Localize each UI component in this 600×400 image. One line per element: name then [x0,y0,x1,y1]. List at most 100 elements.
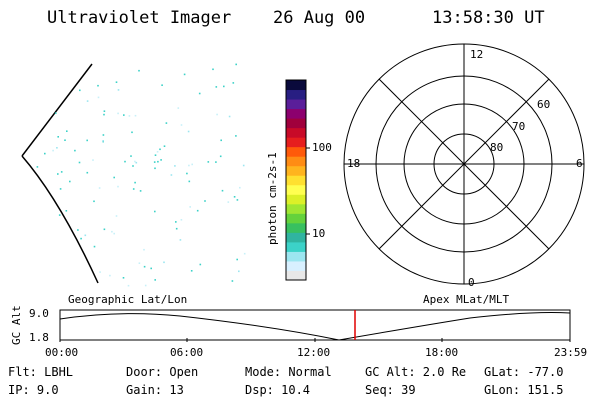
pixel-dot [117,185,119,188]
pixel-dot [69,180,71,183]
pixel-dot [188,180,191,183]
colorbar-swatch [286,146,306,157]
pixel-dot [233,196,236,198]
colorbar-swatch [286,194,306,205]
pixel-dot [103,113,105,116]
colorbar-swatch [286,175,306,186]
lat-label-60: 60 [537,98,551,111]
pixel-dot [198,92,201,95]
pixel-dot [130,155,132,157]
pixel-dot [132,188,135,190]
pixel-dot [219,155,222,158]
pixel-dot [179,239,182,241]
pixel-dot [102,134,105,136]
colorbar-swatch [286,156,306,167]
earth-limb-lower [21,155,99,284]
colorbar-swatch [286,89,306,100]
pixel-dot [191,163,193,166]
pixel-dot [128,115,131,117]
pixel-dot [231,280,234,282]
pixel-dot [44,152,46,155]
timeline-y-tick-9: 9.0 [29,307,49,320]
pixel-dot [180,124,183,126]
pixel-dot [65,210,68,212]
pixel-dot [64,139,66,141]
pixel-dot [160,159,162,161]
mlt-label-12: 12 [470,48,484,61]
pixel-dot [232,82,235,84]
pixel-dot [97,84,99,87]
x-tick-18: 18:00 [425,346,459,359]
pixel-dot [60,171,63,173]
pixel-dot [124,160,126,163]
info-glon: GLon: 151.5 [484,383,564,397]
pixel-dot [239,186,241,189]
pixel-dot [57,173,59,175]
pixel-dot [134,181,136,184]
pixel-dot [115,81,118,83]
pixel-dot [235,63,237,66]
pixel-dot [159,148,161,151]
pixel-dot [77,229,79,231]
pixel-dot [174,165,176,167]
lat-label-70: 70 [512,120,526,133]
x-tick-2359: 23:59 [554,346,588,359]
colorbar-swatch [286,99,306,110]
pixel-dot [188,164,190,167]
pixel-dot [66,130,68,132]
pixel-dot [103,228,106,231]
pixel-dot [163,261,165,264]
pixel-dot [175,227,178,230]
colorbar-tick-100: 100 [312,141,332,154]
x-tick-06: 06:00 [170,346,204,359]
pixel-dot [139,190,142,192]
info-ip: IP: 9.0 [8,383,59,397]
pixel-dot [102,140,104,142]
pixel-dot [113,176,115,179]
pixel-dot [153,161,156,163]
pixel-dot [117,112,119,115]
pixel-dot [135,161,138,164]
info-seq: Seq: 39 [365,383,416,397]
pixel-dot [86,139,88,142]
sparse-pixel-dots [36,63,246,287]
pixel-dot [170,174,173,176]
colorbar-swatch [286,127,306,138]
mlt-label-0: 0 [468,276,475,289]
pixel-dot [115,215,118,217]
pixel-dot [103,110,106,112]
colorbar-swatch [286,184,306,195]
pixel-dot [165,122,168,124]
pixel-dot [138,262,141,264]
pixel-dot [138,69,140,72]
pixel-dot [127,284,130,287]
pixel-dot [163,145,166,147]
pixel-dot [93,245,96,248]
pixel-dot [154,167,156,170]
info-gcalt: GC Alt: 2.0 Re [365,365,467,379]
pixel-dot [56,147,58,149]
pixel-dot [143,265,146,268]
pixel-dot [36,166,39,168]
info-door: Door: Open [126,365,199,379]
pixel-dot [132,165,134,167]
colorbar-swatch [286,232,306,243]
pixel-dot [183,73,186,76]
pixel-dot [196,209,199,212]
pixel-dot [57,136,59,138]
pixel-dot [59,188,62,190]
pixel-dot [187,130,190,133]
pixel-dot [150,267,152,270]
mlt-label-6: 6 [576,157,583,170]
time-label: 13:58:30 UT [432,8,545,28]
pixel-dot [242,164,245,167]
pixel-dot [243,252,246,255]
pixel-dot [175,221,177,223]
pixel-dot [80,237,82,240]
pixel-dot [180,219,183,221]
colorbar-swatch [286,108,306,119]
pixel-dot [199,263,202,266]
pixel-dot [134,114,137,117]
